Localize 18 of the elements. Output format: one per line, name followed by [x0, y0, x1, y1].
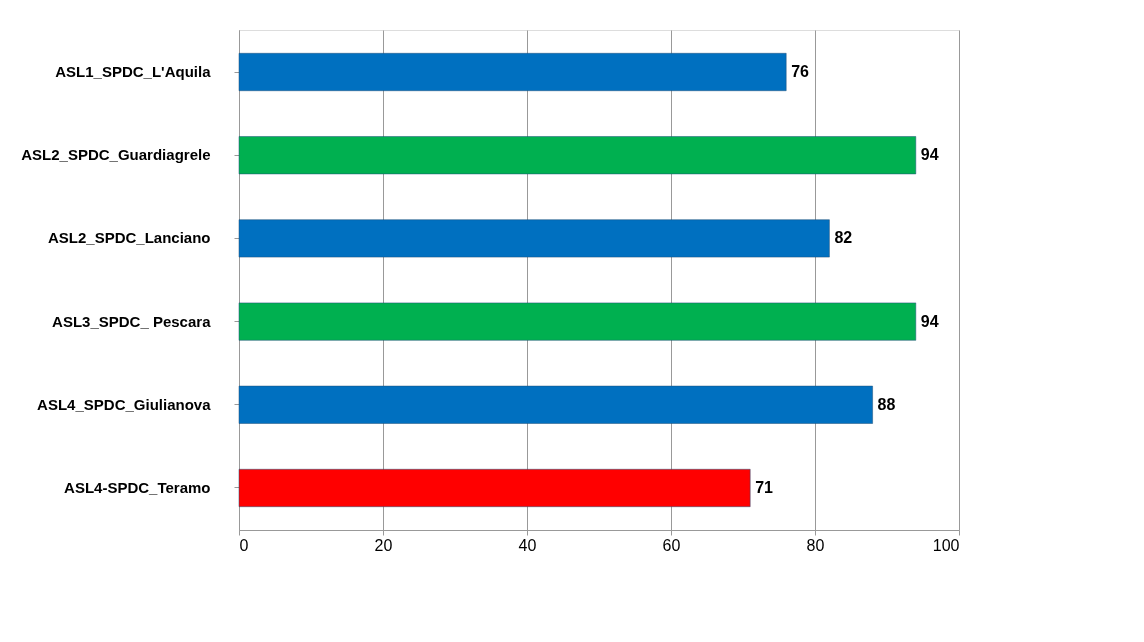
y-tick-label: ASL4_SPDC_Giulianova — [37, 395, 212, 413]
y-tick-label: ASL3_SPDC_ Pescara — [52, 312, 212, 330]
y-tick-label: ASL2_SPDC_Lanciano — [47, 229, 211, 247]
data-label: 82 — [834, 229, 853, 247]
data-label: 76 — [791, 63, 810, 81]
x-tick-label: 20 — [374, 536, 393, 554]
data-label: 94 — [920, 146, 939, 164]
x-tick-label: 100 — [932, 536, 960, 554]
y-tick-label: ASL1_SPDC_L'Aquila — [55, 63, 212, 81]
x-tick-label: 0 — [239, 536, 249, 554]
y-tick-label: ASL4-SPDC_Teramo — [64, 478, 211, 496]
data-label: 88 — [877, 395, 896, 413]
x-tick-label: 40 — [518, 536, 537, 554]
x-tick-label: 80 — [806, 536, 825, 554]
data-label: 71 — [755, 478, 774, 496]
x-tick-label: 60 — [662, 536, 681, 554]
y-tick-label: ASL2_SPDC_Guardiagrele — [21, 146, 211, 164]
data-label: 94 — [920, 312, 939, 330]
